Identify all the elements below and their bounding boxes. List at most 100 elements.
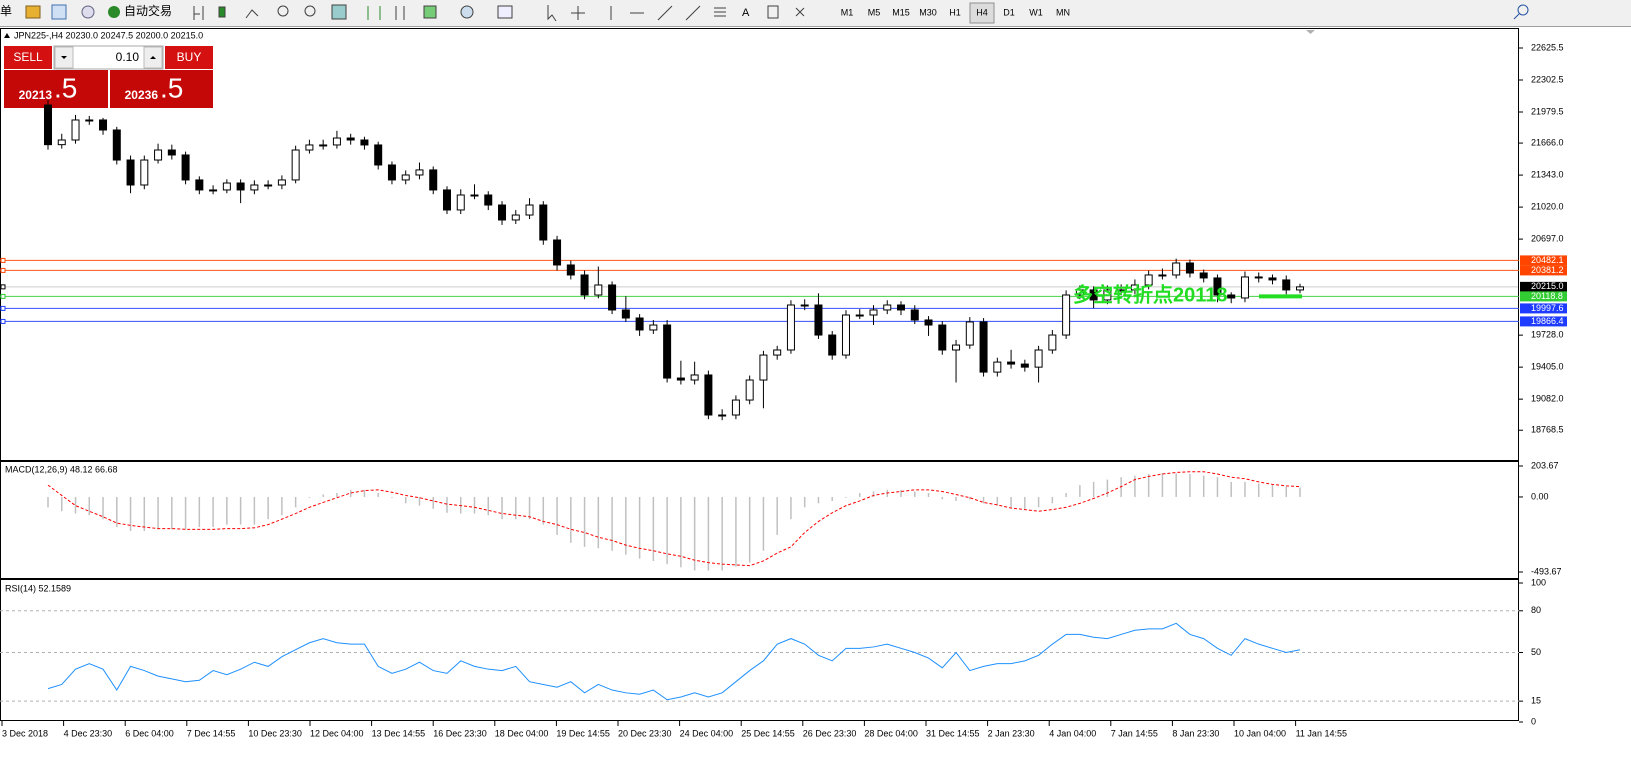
y-tick-label: 21979.5 [1531,106,1564,116]
candle-body [841,314,850,356]
icon[interactable] [367,6,381,20]
level-tag-label: 20118.8 [1531,291,1563,301]
rsi-line [47,622,1301,701]
candle-body [1172,262,1181,276]
x-tick-label: 31 Dec 14:55 [926,728,980,738]
candle-body [855,314,864,317]
timeframe-button[interactable]: MN [1056,7,1070,17]
candle-body [1130,284,1139,291]
timeframe-button[interactable]: M30 [919,7,937,17]
sell-label[interactable]: SELL [13,50,43,64]
lots-value[interactable]: 0.10 [116,50,140,64]
icon[interactable] [218,6,226,18]
icon[interactable] [610,5,726,21]
icon[interactable] [81,5,95,19]
icon[interactable] [497,5,513,19]
candle-body [277,179,286,186]
x-tick-label: 24 Dec 04:00 [680,728,734,738]
icon[interactable] [795,7,805,17]
y-tick-label: 15 [1531,696,1541,706]
icon[interactable] [277,5,289,17]
x-tick-label: 2 Jan 23:30 [988,728,1035,738]
search-icon[interactable] [1517,4,1529,16]
y-tick-label: 100 [1531,577,1546,587]
level-tag-label: 19997.6 [1531,303,1564,313]
candle-body [1117,289,1126,292]
chart-frame [0,28,1519,721]
autotrade-icon[interactable] [108,6,120,18]
timeframe-button[interactable]: M5 [868,7,881,17]
lots-field[interactable] [53,45,164,70]
candle-body [470,194,479,197]
icon[interactable] [331,4,347,20]
timeframe-button[interactable]: M15 [892,7,910,17]
candle-body [704,374,713,416]
timeframe-button[interactable]: D1 [1003,7,1015,17]
level-tag-label: 20482.1 [1531,255,1564,265]
candle-body [745,379,754,401]
candle-body [649,324,658,331]
level-tag-label: 20215.0 [1531,281,1564,291]
lots-up-arrow [150,56,156,59]
level-tag [1520,291,1567,302]
y-tick-label: 21343.0 [1531,169,1564,179]
icon[interactable] [460,5,474,19]
y-tick-label: 21020.0 [1531,201,1564,211]
icon[interactable] [193,6,204,20]
candle-body [1185,262,1194,274]
timeframe-button[interactable]: M1 [841,7,854,17]
candle-body [1103,289,1112,301]
text-tool-icon[interactable]: A [742,7,750,19]
candle-body [965,321,974,346]
candle-body [1227,294,1236,299]
candle-body [195,179,204,191]
y-tick-label: 50 [1531,647,1541,657]
icon[interactable] [395,6,405,20]
autotrade-button[interactable]: 自动交易 [124,3,172,18]
icon[interactable] [25,5,41,19]
candle-body [346,137,355,141]
icon[interactable] [571,6,585,20]
candle-body [539,204,548,241]
candle-body [924,319,933,326]
timeframe-button[interactable]: W1 [1029,7,1043,17]
y-tick-label: 21666.0 [1531,137,1564,147]
candle-body [1158,274,1167,277]
icon[interactable] [767,5,779,19]
buy-button[interactable] [165,46,213,69]
x-tick-label: 6 Dec 04:00 [125,728,174,738]
timeframe-button[interactable]: H4 [976,7,988,17]
level-tag [1520,316,1567,327]
candle-body [209,189,218,192]
candle-body [374,144,383,166]
icon[interactable] [51,4,67,20]
candle-body [99,119,108,131]
icon[interactable] [423,5,437,19]
icon[interactable] [547,5,557,22]
candle-body [883,304,892,311]
icon[interactable] [304,5,316,17]
timeframe-button[interactable]: H1 [949,7,961,17]
icon[interactable] [245,9,259,19]
x-tick-label: 11 Jan 14:55 [1296,728,1347,738]
candle-body [236,182,245,191]
candle-body [731,399,740,416]
candle-body [429,169,438,191]
buy-label[interactable]: BUY [177,50,202,64]
menu-fragment[interactable]: 单 [0,4,12,18]
y-tick-label: 20697.0 [1531,233,1564,243]
x-tick-label: 16 Dec 23:30 [433,728,487,738]
header-triangle [4,33,10,38]
ask-box[interactable] [110,70,213,108]
bid-box[interactable] [4,70,108,108]
x-tick-label: 25 Dec 14:55 [741,728,795,738]
toolbar [0,0,1631,26]
sell-button[interactable] [4,46,52,69]
search-icon[interactable] [1513,13,1520,20]
candle-body [1048,334,1057,351]
candle-body [759,354,768,381]
candle-body [1282,279,1291,291]
level-handle [0,284,6,290]
y-tick-label: 22625.5 [1531,42,1564,52]
